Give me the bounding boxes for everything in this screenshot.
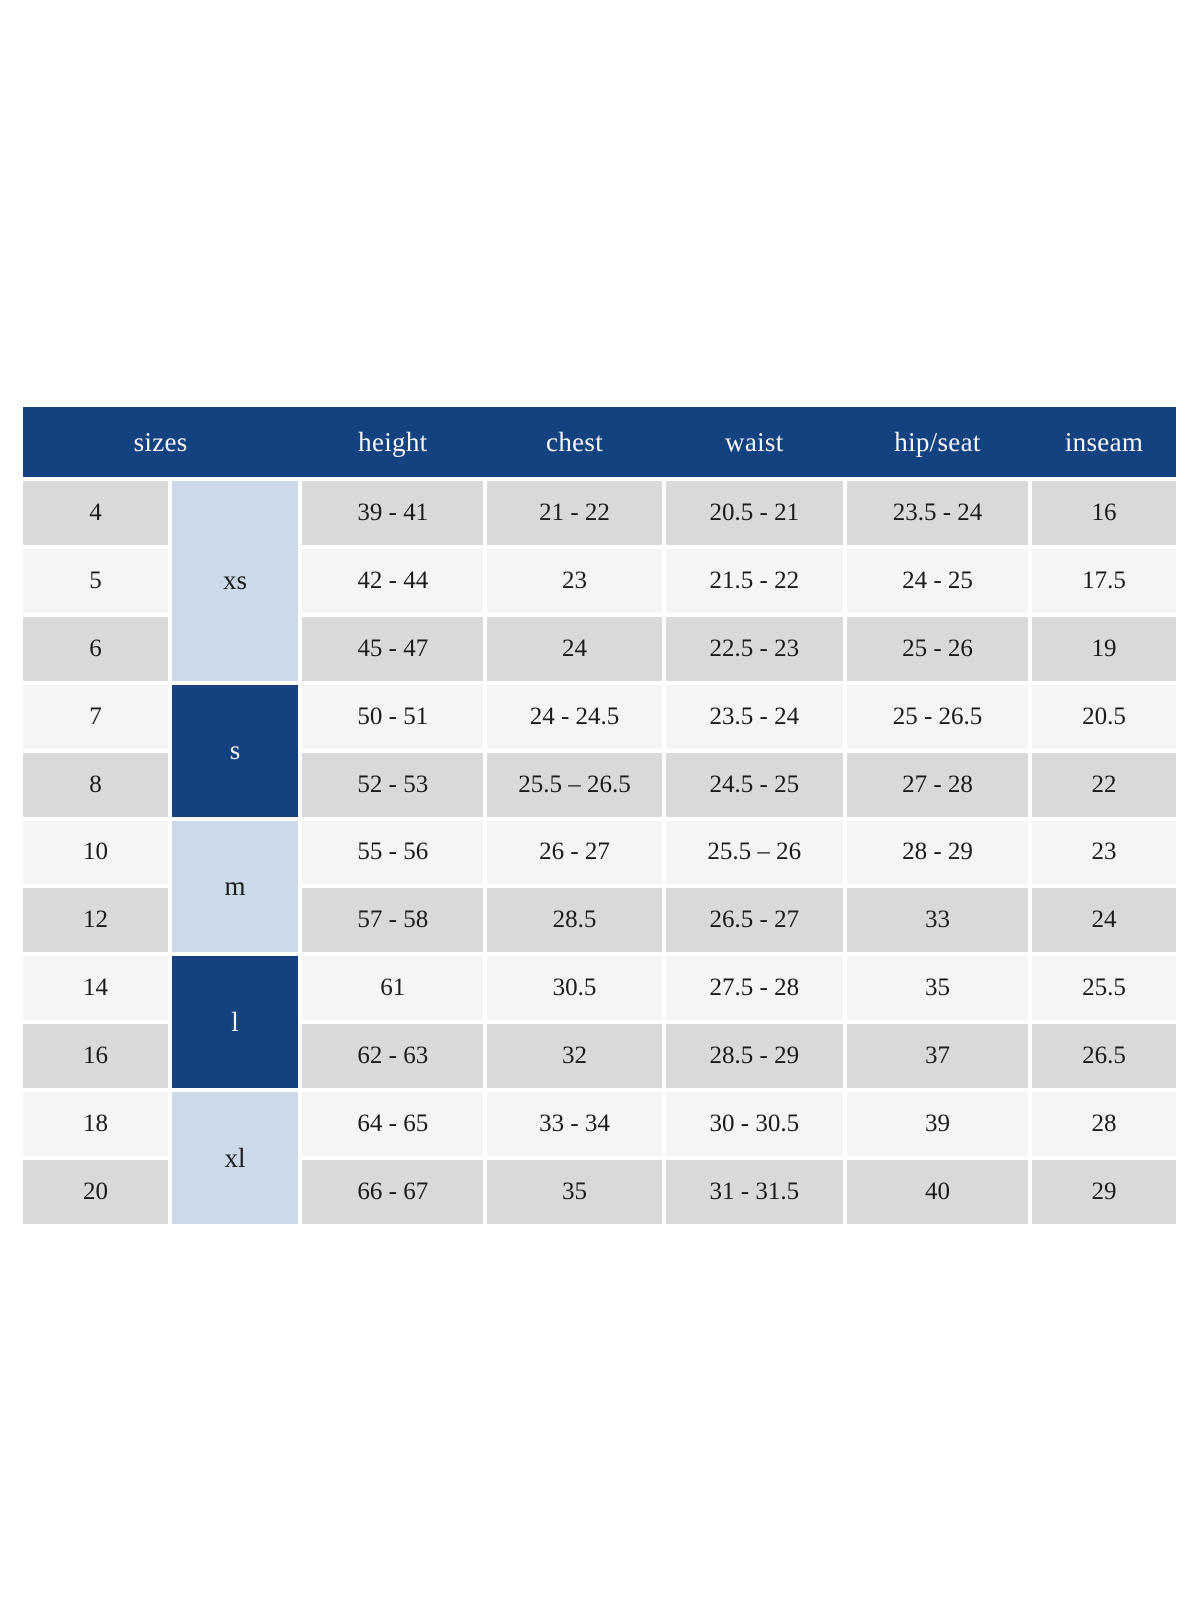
cell-hip-seat: 37 bbox=[846, 1024, 1029, 1089]
cell-chest: 33 - 34 bbox=[487, 1092, 662, 1157]
cell-inseam: 16 bbox=[1032, 481, 1176, 545]
table-header-row: sizes height chest waist hip/seat inseam bbox=[23, 407, 1176, 477]
cell-size: 8 bbox=[23, 752, 168, 817]
cell-size: 12 bbox=[23, 888, 168, 953]
cell-hip-seat: 33 bbox=[846, 888, 1029, 953]
cell-inseam: 29 bbox=[1032, 1160, 1176, 1224]
size-group-cell-xl: xl bbox=[171, 1092, 299, 1224]
cell-inseam: 22 bbox=[1032, 752, 1176, 817]
cell-size: 5 bbox=[23, 548, 168, 613]
cell-hip-seat: 25 - 26.5 bbox=[846, 684, 1029, 749]
cell-waist: 31 - 31.5 bbox=[665, 1160, 843, 1224]
cell-height: 45 - 47 bbox=[302, 616, 484, 681]
cell-height: 62 - 63 bbox=[302, 1024, 484, 1089]
cell-chest: 23 bbox=[487, 548, 662, 613]
cell-chest: 35 bbox=[487, 1160, 662, 1224]
cell-inseam: 25.5 bbox=[1032, 956, 1176, 1021]
cell-size: 18 bbox=[23, 1092, 168, 1157]
cell-chest: 24 bbox=[487, 616, 662, 681]
cell-waist: 30 - 30.5 bbox=[665, 1092, 843, 1157]
cell-height: 57 - 58 bbox=[302, 888, 484, 953]
cell-chest: 32 bbox=[487, 1024, 662, 1089]
column-header-chest: chest bbox=[546, 426, 604, 457]
cell-chest: 25.5 – 26.5 bbox=[487, 752, 662, 817]
size-chart-table: sizes height chest waist hip/seat inseam… bbox=[23, 407, 1176, 1224]
cell-inseam: 26.5 bbox=[1032, 1024, 1176, 1089]
size-group-cell-l: l bbox=[171, 956, 299, 1089]
column-header-height: height bbox=[358, 426, 428, 457]
cell-waist: 25.5 – 26 bbox=[665, 820, 843, 885]
cell-height: 39 - 41 bbox=[302, 481, 484, 545]
cell-waist: 23.5 - 24 bbox=[665, 684, 843, 749]
cell-hip-seat: 35 bbox=[846, 956, 1029, 1021]
column-header-inseam: inseam bbox=[1064, 426, 1144, 457]
cell-height: 50 - 51 bbox=[302, 684, 484, 749]
cell-chest: 26 - 27 bbox=[487, 820, 662, 885]
cell-size: 16 bbox=[23, 1024, 168, 1089]
cell-chest: 28.5 bbox=[487, 888, 662, 953]
cell-height: 64 - 65 bbox=[302, 1092, 484, 1157]
cell-height: 42 - 44 bbox=[302, 548, 484, 613]
cell-chest: 24 - 24.5 bbox=[487, 684, 662, 749]
cell-waist: 20.5 - 21 bbox=[665, 481, 843, 545]
cell-waist: 27.5 - 28 bbox=[665, 956, 843, 1021]
cell-size: 6 bbox=[23, 616, 168, 681]
cell-height: 61 bbox=[302, 956, 484, 1021]
cell-hip-seat: 39 bbox=[846, 1092, 1029, 1157]
size-group-cell-s: s bbox=[171, 684, 299, 817]
cell-inseam: 24 bbox=[1032, 888, 1176, 953]
cell-hip-seat: 27 - 28 bbox=[846, 752, 1029, 817]
cell-size: 4 bbox=[23, 481, 168, 545]
cell-waist: 21.5 - 22 bbox=[665, 548, 843, 613]
cell-inseam: 28 bbox=[1032, 1092, 1176, 1157]
cell-size: 14 bbox=[23, 956, 168, 1021]
cell-height: 55 - 56 bbox=[302, 820, 484, 885]
column-header-hip-seat: hip/seat bbox=[894, 426, 981, 457]
cell-hip-seat: 23.5 - 24 bbox=[846, 481, 1029, 545]
cell-height: 66 - 67 bbox=[302, 1160, 484, 1224]
cell-size: 10 bbox=[23, 820, 168, 885]
size-group-cell-m: m bbox=[171, 820, 299, 953]
cell-hip-seat: 28 - 29 bbox=[846, 820, 1029, 885]
cell-inseam: 17.5 bbox=[1032, 548, 1176, 613]
cell-chest: 30.5 bbox=[487, 956, 662, 1021]
cell-height: 52 - 53 bbox=[302, 752, 484, 817]
cell-hip-seat: 24 - 25 bbox=[846, 548, 1029, 613]
column-header-sizes: sizes bbox=[133, 426, 188, 457]
cell-size: 7 bbox=[23, 684, 168, 749]
cell-inseam: 19 bbox=[1032, 616, 1176, 681]
cell-hip-seat: 25 - 26 bbox=[846, 616, 1029, 681]
cell-waist: 28.5 - 29 bbox=[665, 1024, 843, 1089]
cell-size: 20 bbox=[23, 1160, 168, 1224]
cell-chest: 21 - 22 bbox=[487, 481, 662, 545]
cell-inseam: 20.5 bbox=[1032, 684, 1176, 749]
cell-waist: 26.5 - 27 bbox=[665, 888, 843, 953]
cell-waist: 22.5 - 23 bbox=[665, 616, 843, 681]
cell-inseam: 23 bbox=[1032, 820, 1176, 885]
cell-waist: 24.5 - 25 bbox=[665, 752, 843, 817]
cell-hip-seat: 40 bbox=[846, 1160, 1029, 1224]
column-header-waist: waist bbox=[725, 426, 784, 457]
size-group-cell-xs: xs bbox=[171, 481, 299, 681]
